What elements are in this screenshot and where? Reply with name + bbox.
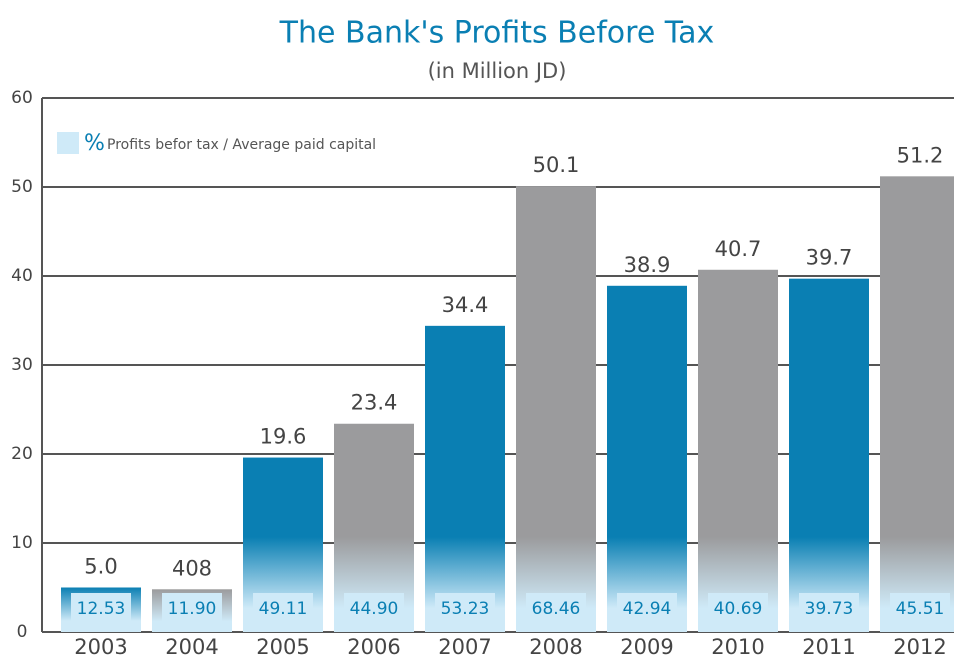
chart-subtitle: (in Million JD) (428, 59, 567, 83)
legend-symbol: % (84, 131, 105, 156)
y-tick-label: 0 (17, 622, 28, 642)
x-tick-label: 2008 (529, 635, 582, 659)
legend-label: Profits befor tax / Average paid capital (107, 137, 376, 153)
y-tick-label: 50 (11, 177, 33, 197)
ratio-label: 42.94 (623, 599, 672, 619)
value-label: 34.4 (442, 293, 489, 317)
value-label: 38.9 (624, 253, 671, 277)
ratio-box (799, 593, 859, 623)
x-tick-label: 2009 (620, 635, 673, 659)
value-label: 50.1 (533, 153, 580, 177)
ratio-box (71, 593, 131, 623)
x-tick-label: 2004 (165, 635, 218, 659)
value-label: 39.7 (806, 246, 853, 270)
ratio-box (890, 593, 950, 623)
y-tick-label: 30 (11, 355, 33, 375)
y-tick-label: 40 (11, 266, 33, 286)
ratio-label: 44.90 (350, 599, 399, 619)
x-tick-label: 2007 (438, 635, 491, 659)
value-label: 23.4 (351, 391, 398, 415)
x-tick-label: 2003 (74, 635, 127, 659)
ratio-box (617, 593, 677, 623)
ratio-label: 12.53 (77, 599, 126, 619)
ratio-label: 11.90 (168, 599, 217, 619)
x-tick-label: 2006 (347, 635, 400, 659)
y-tick-label: 60 (11, 88, 33, 108)
ratio-box (162, 593, 222, 623)
ratio-label: 40.69 (714, 599, 763, 619)
x-tick-label: 2011 (802, 635, 855, 659)
ratio-box (253, 593, 313, 623)
ratio-label: 39.73 (805, 599, 854, 619)
x-tick-label: 2010 (711, 635, 764, 659)
ratio-box (435, 593, 495, 623)
y-tick-label: 10 (11, 533, 33, 553)
value-label: 19.6 (260, 425, 307, 449)
legend-swatch (57, 132, 79, 154)
value-label: 408 (172, 556, 212, 580)
y-tick-label: 20 (11, 444, 33, 464)
ratio-label: 53.23 (441, 599, 490, 619)
ratio-label: 45.51 (896, 599, 945, 619)
ratio-label: 49.11 (259, 599, 308, 619)
ratio-box (344, 593, 404, 623)
x-tick-label: 2005 (256, 635, 309, 659)
ratio-label: 68.46 (532, 599, 581, 619)
value-label: 51.2 (897, 143, 944, 167)
chart-title: The Bank's Profits Before Tax (279, 16, 715, 51)
value-label: 40.7 (715, 237, 762, 261)
ratio-box (526, 593, 586, 623)
x-tick-label: 2012 (893, 635, 946, 659)
ratio-box (708, 593, 768, 623)
value-label: 5.0 (84, 555, 117, 579)
